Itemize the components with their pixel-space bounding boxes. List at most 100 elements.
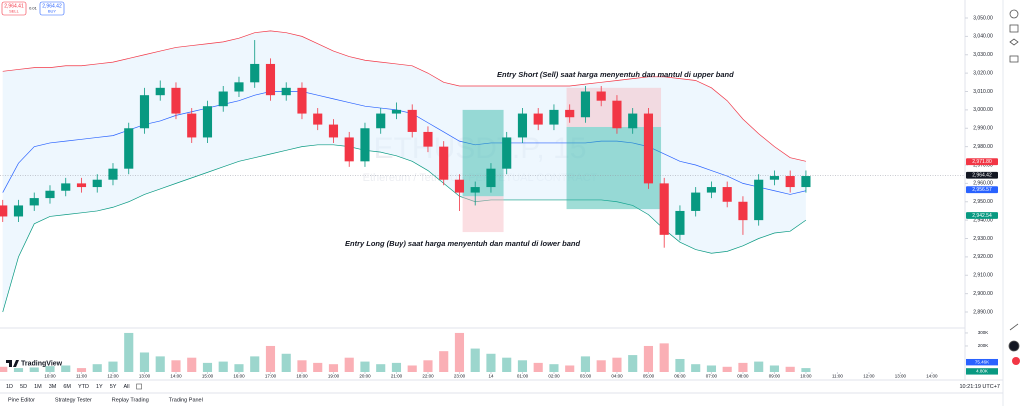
candle-body bbox=[265, 63, 276, 96]
buy-price: 2,964.42 bbox=[42, 3, 62, 9]
price-label-box bbox=[966, 171, 998, 179]
volume-bar bbox=[517, 360, 528, 372]
annotation: Entry Long (Buy) saat harga menyentuh da… bbox=[345, 239, 580, 248]
x-tick-label: 14:00 bbox=[170, 374, 182, 379]
price-label-box bbox=[966, 212, 998, 219]
volume-bar bbox=[659, 343, 669, 372]
volume-bar bbox=[202, 362, 213, 372]
bottom-tab[interactable]: Strategy Tester bbox=[55, 397, 92, 403]
tool-icon[interactable] bbox=[1009, 38, 1019, 46]
bottom-tab[interactable]: Pine Editor bbox=[8, 397, 35, 403]
x-tick-label: 19:00 bbox=[328, 374, 340, 379]
candle-body bbox=[234, 82, 244, 92]
candle-body bbox=[738, 201, 748, 221]
timeframe-button[interactable]: 3M bbox=[49, 384, 57, 390]
x-tick-label: 05:00 bbox=[643, 374, 655, 379]
x-tick-label: 15:00 bbox=[202, 374, 214, 379]
y-tick-label: 2,890.00 bbox=[973, 309, 993, 315]
timeframe-button[interactable]: YTD bbox=[78, 384, 89, 390]
buy-label: BUY bbox=[48, 9, 57, 14]
timeframe-button[interactable]: 1Y bbox=[96, 384, 103, 390]
y-tick-label: 2,990.00 bbox=[973, 126, 993, 132]
volume-bar bbox=[722, 366, 732, 372]
volume-bar bbox=[0, 366, 8, 372]
volume-bar bbox=[92, 364, 102, 372]
volume-bar bbox=[785, 366, 795, 372]
x-tick-label: 21:00 bbox=[391, 374, 403, 379]
x-tick-label: 23:00 bbox=[454, 374, 466, 379]
buy-button[interactable] bbox=[39, 1, 65, 16]
candle-body bbox=[486, 168, 496, 188]
tool-icon[interactable] bbox=[1009, 55, 1019, 63]
volume-bar bbox=[738, 362, 748, 372]
candle-body bbox=[391, 109, 402, 114]
candle-body bbox=[124, 128, 134, 169]
y-tick-label: 2,900.00 bbox=[973, 291, 993, 297]
candle-body bbox=[250, 63, 260, 83]
candle-body bbox=[297, 87, 307, 114]
candle-body bbox=[517, 113, 528, 138]
tool-icon[interactable] bbox=[1009, 9, 1019, 19]
band-fill bbox=[2, 30, 806, 313]
y-tick-label: 3,020.00 bbox=[973, 70, 993, 76]
tool-icon[interactable] bbox=[1008, 340, 1020, 352]
bottom-tab[interactable]: Replay Trading bbox=[112, 397, 149, 403]
candle-body bbox=[202, 106, 213, 138]
x-tick-label: 12:00 bbox=[107, 374, 119, 379]
y-tick-label: 2,930.00 bbox=[973, 236, 993, 242]
timeframe-button[interactable]: All bbox=[123, 384, 129, 390]
bottom-tab[interactable]: Trading Panel bbox=[169, 397, 203, 403]
candle-body bbox=[785, 176, 795, 188]
y-tick-label: 300K bbox=[978, 330, 989, 335]
x-tick-label: 16:00 bbox=[233, 374, 245, 379]
y-tick-label: 2,920.00 bbox=[973, 254, 993, 260]
candle-body bbox=[92, 179, 102, 188]
volume-bar bbox=[171, 360, 181, 372]
volume-bar bbox=[628, 355, 638, 372]
volume-bar bbox=[612, 357, 622, 372]
volume-bar bbox=[13, 368, 24, 372]
x-tick-label: 11:00 bbox=[832, 374, 843, 379]
x-tick-label: 18:00 bbox=[296, 374, 308, 379]
candle-body bbox=[328, 124, 339, 138]
price-label: 2,942.54 bbox=[972, 213, 992, 219]
logo: TradingView bbox=[6, 360, 63, 367]
candle-body bbox=[549, 109, 559, 125]
candle-body bbox=[218, 91, 228, 107]
volume-bar bbox=[407, 365, 417, 372]
volume-bar bbox=[391, 362, 402, 372]
candle-body bbox=[801, 176, 811, 188]
plot-area: ETHUSDT.P, 15Ethereum / TetherUS PERPETU… bbox=[0, 30, 965, 372]
sell-button[interactable] bbox=[1, 1, 27, 16]
timeframe-button[interactable]: 1M bbox=[34, 384, 42, 390]
notification[interactable] bbox=[1012, 357, 1020, 365]
candle-body bbox=[439, 146, 449, 180]
candle-body bbox=[187, 113, 197, 138]
y-tick-label: 3,030.00 bbox=[973, 52, 993, 58]
candle-body bbox=[580, 91, 591, 118]
timeframe-button[interactable]: 1D bbox=[6, 384, 13, 390]
volume-bar bbox=[218, 361, 228, 372]
tool-icon[interactable] bbox=[1009, 323, 1019, 331]
candle-body bbox=[13, 205, 24, 217]
calendar-icon[interactable] bbox=[136, 383, 142, 390]
volume-bar bbox=[328, 364, 339, 372]
volume-bar bbox=[124, 332, 134, 372]
volume-bar bbox=[250, 356, 260, 372]
timeframe-button[interactable]: 5Y bbox=[110, 384, 117, 390]
timeframe-button[interactable]: 5D bbox=[20, 384, 27, 390]
x-tick-label: 22:00 bbox=[422, 374, 434, 379]
logo-text: TradingView bbox=[21, 360, 63, 367]
x-tick-label: 12:00 bbox=[863, 374, 875, 379]
timeframe-button[interactable]: 6M bbox=[63, 384, 71, 390]
volume-bar bbox=[454, 332, 465, 372]
candle-body bbox=[423, 131, 433, 147]
volume-bar bbox=[344, 357, 354, 372]
candle-body bbox=[360, 128, 370, 162]
x-tick-label: 10:00 bbox=[44, 374, 56, 379]
y-tick-label: 200K bbox=[978, 343, 989, 348]
tool-icon[interactable] bbox=[1009, 24, 1019, 33]
candle-body bbox=[628, 113, 638, 129]
volume-bar bbox=[596, 360, 606, 372]
x-tick-label: 20:00 bbox=[359, 374, 371, 379]
